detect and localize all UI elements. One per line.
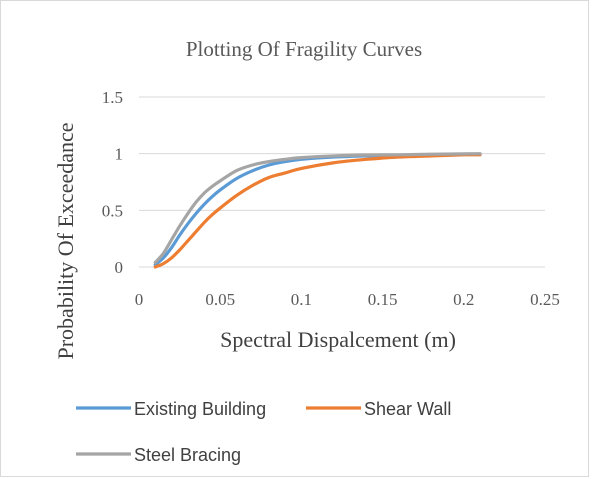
x-axis-label: Spectral Dispalcement (m) [220, 327, 456, 352]
legend-item: Shear Wall [306, 399, 451, 419]
legend: Existing Building Shear Wall Steel Bracing [76, 399, 451, 465]
series-lines [153, 152, 482, 269]
gridlines [139, 96, 545, 268]
legend-label: Existing Building [134, 399, 266, 419]
x-tick-label: 0.2 [453, 290, 474, 309]
y-axis-ticks: 0 0.5 1 1.5 [102, 88, 123, 277]
chart-title: Plotting Of Fragility Curves [186, 37, 422, 61]
x-axis-ticks: 0 0.05 0.1 0.15 0.2 0.25 [135, 290, 560, 309]
x-tick-label: 0.1 [291, 290, 312, 309]
legend-item: Existing Building [76, 399, 266, 419]
series-line-1 [153, 153, 482, 269]
y-tick-label: 0.5 [102, 201, 123, 220]
x-tick-label: 0.05 [205, 290, 235, 309]
y-tick-label: 0 [115, 258, 124, 277]
x-tick-label: 0.25 [530, 290, 560, 309]
legend-label: Steel Bracing [134, 445, 241, 465]
y-tick-label: 1.5 [102, 88, 123, 107]
x-tick-label: 0.15 [368, 290, 398, 309]
legend-item: Steel Bracing [76, 445, 241, 465]
series-line-2 [153, 152, 482, 265]
series-line-0 [153, 152, 482, 267]
x-tick-label: 0 [135, 290, 144, 309]
y-axis-label: Probability Of Exceedance [53, 122, 78, 359]
legend-label: Shear Wall [364, 399, 451, 419]
y-tick-label: 1 [115, 145, 124, 164]
